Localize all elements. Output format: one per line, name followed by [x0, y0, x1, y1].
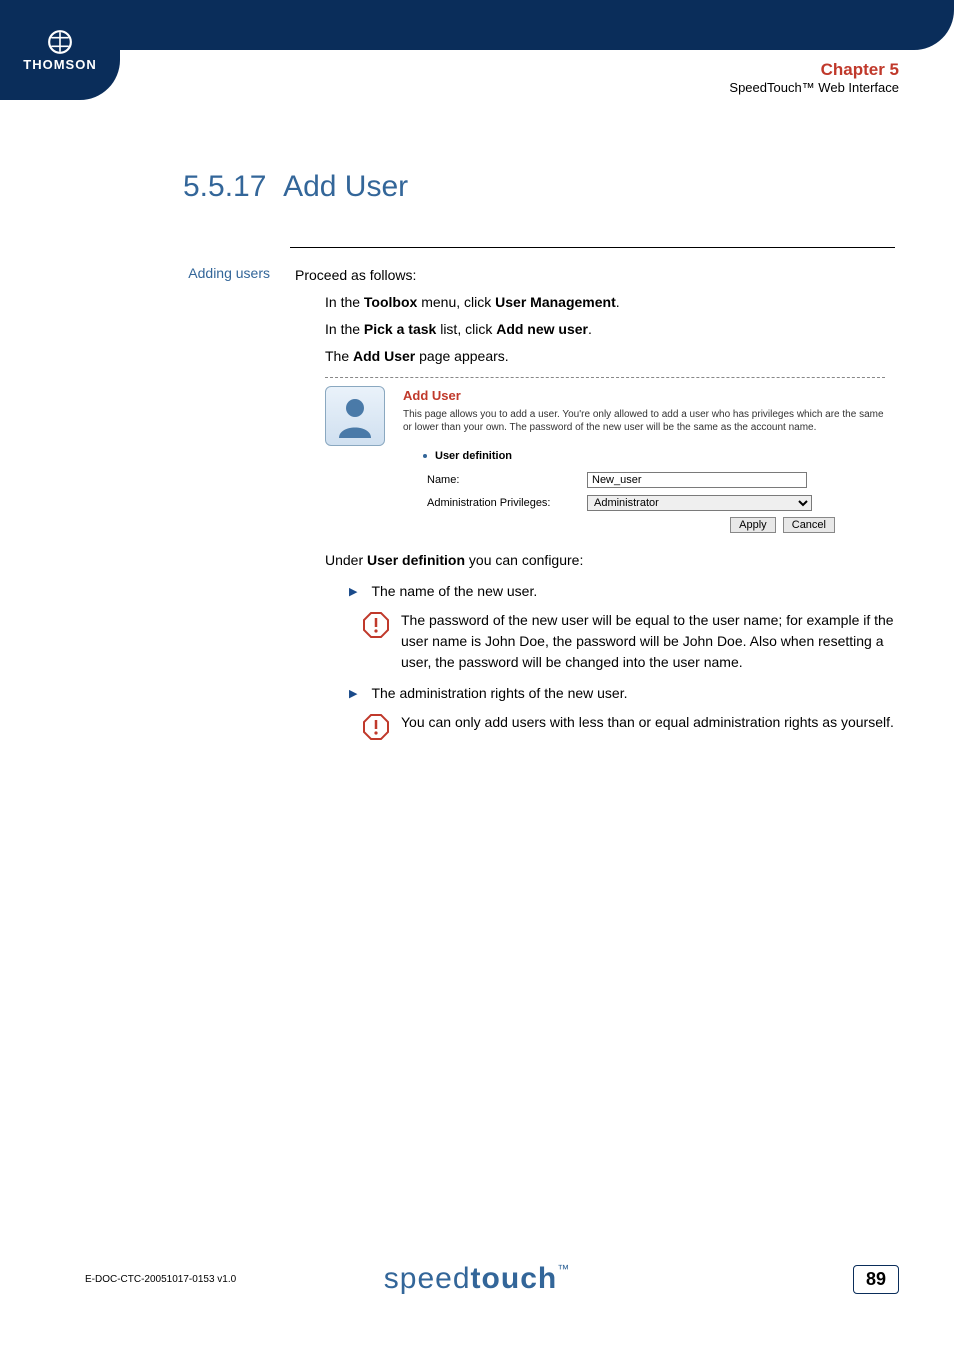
page-number: 89 [853, 1265, 899, 1294]
apply-button[interactable]: Apply [730, 517, 776, 533]
config-item-1: ▶ The name of the new user. [349, 581, 895, 602]
name-input[interactable] [587, 472, 807, 488]
cancel-button[interactable]: Cancel [783, 517, 835, 533]
config-item-2: ▶ The administration rights of the new u… [349, 683, 895, 704]
warning-2: You can only add users with less than or… [363, 712, 895, 746]
section-heading: 5.5.17 Add User [183, 170, 408, 204]
top-bar [0, 0, 954, 50]
doc-id: E-DOC-CTC-20051017-0153 v1.0 [85, 1274, 236, 1285]
arrow-icon: ▶ [349, 686, 357, 704]
step-3: The Add User page appears. [325, 346, 895, 367]
thomson-icon [47, 29, 73, 55]
panel-title: Add User [403, 386, 885, 406]
warning-icon [363, 612, 389, 673]
name-label: Name: [427, 472, 587, 489]
priv-select[interactable]: Administrator [587, 495, 812, 511]
intro-text: Proceed as follows: [295, 265, 895, 286]
section-divider [290, 247, 895, 248]
section-title: Add User [283, 170, 408, 203]
step-2: In the Pick a task list, click Add new u… [325, 319, 895, 340]
logo-text: THOMSON [23, 57, 96, 72]
priv-label: Administration Privileges: [427, 495, 587, 512]
section-number: 5.5.17 [183, 170, 266, 203]
dashed-separator [325, 377, 885, 378]
warning-icon [363, 714, 389, 746]
panel-description: This page allows you to add a user. You'… [403, 408, 885, 434]
user-def-label: User definition [423, 448, 885, 465]
after-screenshot-text: Under User definition you can configure:… [325, 550, 895, 746]
add-user-screenshot: Add User This page allows you to add a u… [325, 386, 885, 534]
chapter-header: Chapter 5 SpeedTouch™ Web Interface [729, 60, 899, 95]
arrow-icon: ▶ [349, 584, 357, 602]
step-1: In the Toolbox menu, click User Manageme… [325, 292, 895, 313]
user-icon [325, 386, 385, 446]
body-content: Proceed as follows: In the Toolbox menu,… [295, 265, 895, 746]
chapter-subtitle: SpeedTouch™ Web Interface [729, 80, 899, 95]
margin-label: Adding users [170, 265, 270, 281]
page-footer: E-DOC-CTC-20051017-0153 v1.0 speedtouch™… [0, 1262, 954, 1296]
logo: THOMSON [0, 0, 120, 100]
warning-1: The password of the new user will be equ… [363, 610, 895, 673]
chapter-title: Chapter 5 [729, 60, 899, 80]
